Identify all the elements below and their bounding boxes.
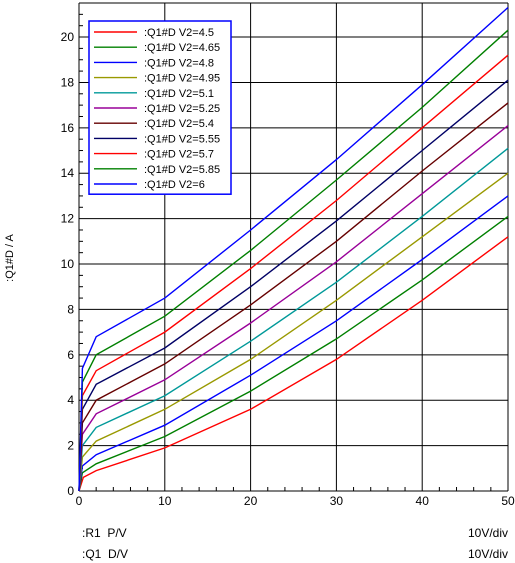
series-line — [78, 215, 509, 492]
series-line — [78, 125, 509, 492]
x-tick-label: 40 — [416, 494, 430, 508]
y-tick-label: 4 — [67, 393, 74, 407]
legend-label: :Q1#D V2=5.1 — [144, 88, 214, 100]
y-tick-label: 18 — [61, 75, 75, 89]
tick-labels: 0 10 20 30 40 50 0 2 4 6 8 10 12 14 16 18 20 — [61, 30, 515, 508]
y-tick-label: 14 — [61, 166, 75, 180]
x-tick-label: 20 — [244, 494, 258, 508]
footer-scale-r1: 10V/div — [467, 526, 508, 540]
series-line — [78, 102, 509, 492]
y-tick-label: 20 — [61, 30, 75, 44]
legend-label: :Q1#D V2=5.55 — [144, 133, 220, 145]
x-tick-label: 30 — [330, 494, 344, 508]
footer-label-r1: :R1 P/V — [82, 526, 127, 540]
legend-label: :Q1#D V2=4.95 — [144, 73, 220, 85]
x-tick-label: 50 — [501, 494, 515, 508]
x-tick-label: 0 — [76, 494, 83, 508]
y-tick-label: 8 — [67, 302, 74, 316]
y-tick-label: 2 — [67, 439, 74, 453]
y-tick-label: 6 — [67, 348, 74, 362]
series-line — [78, 236, 509, 492]
series-line — [78, 195, 509, 492]
series-lines — [78, 6, 509, 492]
series-line — [78, 29, 509, 492]
y-tick-label: 12 — [61, 212, 75, 226]
legend-label: :Q1#D V2=4.5 — [144, 27, 214, 39]
legend-label: :Q1#D V2=5.7 — [144, 149, 214, 161]
y-tick-label: 16 — [61, 121, 75, 135]
legend-label: :Q1#D V2=5.85 — [144, 164, 220, 176]
legend: :Q1#D V2=4.5 :Q1#D V2=4.65 :Q1#D V2=4.8 :Q1… — [88, 20, 232, 195]
legend-label: :Q1#D V2=6 — [144, 179, 205, 191]
series-line — [78, 54, 509, 492]
series-line — [78, 147, 509, 492]
legend-label: :Q1#D V2=4.8 — [144, 57, 214, 69]
y-axis-label: :Q1#D / A — [4, 233, 16, 281]
x-tick-label: 10 — [158, 494, 172, 508]
chart: 0 10 20 30 40 50 0 2 4 6 8 10 12 14 16 18 20 :Q1#D V2=4.… — [4, 2, 515, 508]
legend-label: :Q1#D V2=4.65 — [144, 42, 220, 54]
y-tick-label: 0 — [67, 484, 74, 498]
legend-label: :Q1#D V2=5.4 — [144, 118, 214, 130]
series-line — [78, 79, 509, 492]
series-line — [78, 6, 509, 492]
y-tick-label: 10 — [61, 257, 75, 271]
legend-label: :Q1#D V2=5.25 — [144, 103, 220, 115]
footer-label-q1: :Q1 D/V — [82, 547, 129, 561]
series-line — [78, 172, 509, 492]
footer-scale-q1: 10V/div — [467, 547, 508, 561]
